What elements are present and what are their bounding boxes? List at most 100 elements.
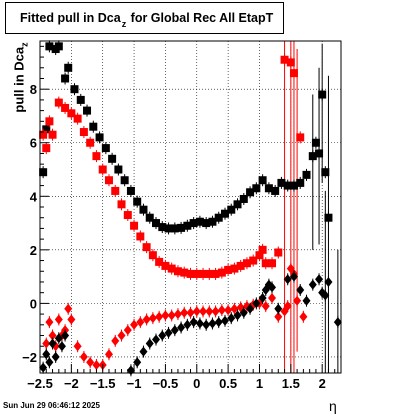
- error-bars: [284, 41, 339, 373]
- data-point-square: [258, 245, 267, 254]
- data-point-square: [170, 224, 179, 233]
- data-point-square: [318, 90, 327, 99]
- data-point-diamond: [86, 357, 95, 368]
- data-point-diamond: [324, 276, 333, 287]
- data-point-square: [42, 144, 51, 153]
- data-point-diamond: [180, 307, 189, 318]
- data-point-diamond: [199, 306, 208, 317]
- data-point-square: [45, 117, 54, 126]
- data-point-square: [249, 256, 258, 265]
- y-axis-label-main: pull in Dca: [11, 46, 27, 113]
- data-point-square: [108, 154, 117, 163]
- data-point-square: [220, 209, 229, 218]
- data-point-diamond: [117, 330, 126, 341]
- y-axis-label-subscript: z: [19, 42, 30, 47]
- data-point-diamond: [274, 311, 283, 322]
- data-point-diamond: [252, 298, 261, 309]
- data-point-diamond: [224, 305, 233, 316]
- data-point-diamond: [214, 317, 223, 328]
- data-point-diamond: [202, 319, 211, 330]
- data-point-square: [214, 213, 223, 222]
- data-point-diamond: [42, 338, 51, 349]
- data-point-square: [321, 168, 330, 177]
- data-point-diamond: [155, 311, 164, 322]
- data-point-square: [111, 186, 120, 195]
- y-tick-label: 4: [30, 189, 38, 204]
- data-point-diamond: [333, 317, 342, 328]
- data-point-square: [236, 261, 245, 270]
- y-axis-label: pull in Dcaz: [11, 38, 30, 118]
- data-point-diamond: [73, 341, 82, 352]
- data-point-square: [233, 200, 242, 209]
- data-point-diamond: [111, 335, 120, 346]
- data-point-square: [277, 178, 286, 187]
- data-point-square: [54, 42, 63, 51]
- data-point-diamond: [189, 317, 198, 328]
- data-point-diamond: [208, 318, 217, 329]
- data-point-diamond: [164, 327, 173, 338]
- data-point-square: [152, 219, 161, 228]
- data-point-diamond: [54, 333, 63, 344]
- data-point-diamond: [293, 295, 302, 306]
- axis-ticks: −2.5 −2 −1.5 −1 −0.5 0 0.5 1 1.5 2 −2 0 2 4 6 8: [22, 45, 342, 391]
- data-point-square: [180, 268, 189, 277]
- data-point-diamond: [48, 338, 57, 349]
- data-point-square: [324, 213, 333, 222]
- data-point-diamond: [205, 306, 214, 317]
- data-point-diamond: [186, 307, 195, 318]
- data-point-square: [296, 133, 305, 142]
- data-point-diamond: [152, 334, 161, 345]
- data-point-square: [296, 178, 305, 187]
- data-point-diamond: [45, 317, 54, 328]
- data-point-square: [268, 259, 277, 268]
- chart-title-rest: for Global Rec All EtapT: [127, 11, 274, 25]
- data-markers: [39, 40, 342, 377]
- y-tick-label: −2: [22, 350, 37, 365]
- data-point-diamond: [239, 307, 248, 318]
- data-point-square: [54, 98, 63, 107]
- data-point-diamond: [92, 359, 101, 370]
- data-point-square: [86, 138, 95, 147]
- x-tick-label: −2.5: [27, 376, 53, 391]
- data-point-square: [92, 152, 101, 161]
- data-point-square: [258, 176, 267, 185]
- timestamp: Sun Jun 29 06:46:12 2025: [3, 401, 100, 410]
- data-point-square: [246, 188, 255, 197]
- x-tick-label: −1.5: [90, 376, 116, 391]
- data-point-diamond: [261, 301, 270, 312]
- data-point-square: [311, 138, 320, 147]
- data-point-square: [183, 221, 192, 230]
- data-point-square: [242, 259, 251, 268]
- data-point-square: [211, 269, 220, 278]
- data-point-square: [308, 152, 317, 161]
- data-point-square: [61, 74, 70, 83]
- x-tick-label: −2: [64, 376, 79, 391]
- data-point-diamond: [167, 310, 176, 321]
- x-tick-label: 0.5: [219, 376, 237, 391]
- data-point-square: [230, 264, 239, 273]
- data-point-diamond: [130, 319, 139, 330]
- data-point-square: [286, 58, 295, 67]
- data-point-square: [148, 251, 157, 260]
- data-point-diamond: [211, 306, 220, 317]
- data-point-diamond: [139, 346, 148, 357]
- data-point-square: [130, 221, 139, 230]
- chart-title-main: Fitted pull in Dca: [20, 11, 121, 25]
- data-point-diamond: [227, 313, 236, 324]
- data-point-square: [161, 261, 170, 270]
- data-point-square: [173, 267, 182, 276]
- x-tick-label: 1.5: [282, 376, 300, 391]
- data-point-diamond: [274, 303, 283, 314]
- data-point-square: [264, 184, 273, 193]
- data-point-square: [45, 42, 54, 51]
- data-point-diamond: [233, 310, 242, 321]
- data-point-square: [186, 269, 195, 278]
- data-point-diamond: [302, 295, 311, 306]
- data-point-diamond: [299, 311, 308, 322]
- data-point-diamond: [177, 322, 186, 333]
- data-point-square: [289, 69, 298, 78]
- data-point-square: [117, 200, 126, 209]
- data-point-square: [70, 85, 79, 94]
- data-point-square: [98, 165, 107, 174]
- data-point-square: [39, 130, 48, 139]
